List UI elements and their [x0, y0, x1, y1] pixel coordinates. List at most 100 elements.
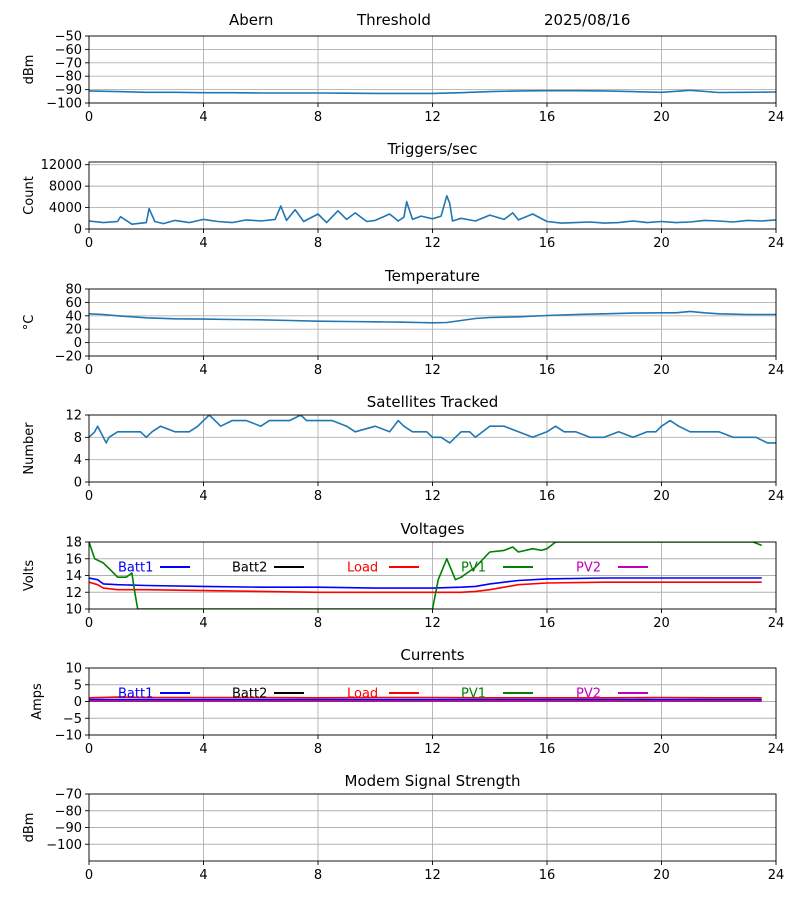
plot-area	[89, 195, 776, 225]
x-tick-label: 16	[539, 489, 556, 504]
x-tick-label: 4	[199, 110, 207, 125]
y-axis-label: Volts	[22, 560, 37, 592]
plot-area	[89, 542, 762, 609]
y-axis-label: dBm	[22, 55, 37, 85]
y-tick-label: 80	[65, 283, 82, 298]
x-tick-label: 20	[653, 110, 670, 125]
y-axis-label: Amps	[30, 683, 45, 720]
y-tick-label: −100	[46, 838, 82, 853]
x-tick-label: 12	[424, 110, 441, 125]
x-tick-label: 0	[85, 742, 93, 757]
x-tick-label: 8	[314, 363, 322, 378]
series-line	[89, 195, 776, 225]
y-tick-label: 20	[65, 323, 82, 338]
date-label: 2025/08/16	[544, 11, 631, 29]
x-tick-label: 20	[653, 363, 670, 378]
x-tick-label: 24	[768, 236, 785, 251]
x-tick-label: 4	[199, 742, 207, 757]
chart-title: Modem Signal Strength	[345, 772, 521, 790]
y-axis-label: °C	[22, 315, 37, 331]
x-tick-label: 20	[653, 236, 670, 251]
y-tick-label: −10	[55, 729, 82, 744]
series-line	[89, 542, 762, 609]
y-tick-label: −80	[55, 70, 82, 85]
chart-title: Temperature	[384, 267, 480, 285]
y-axis-label: Count	[22, 176, 37, 215]
series-line	[89, 310, 776, 324]
x-tick-label: 4	[199, 236, 207, 251]
x-tick-label: 16	[539, 742, 556, 757]
x-tick-label: 0	[85, 110, 93, 125]
x-tick-label: 16	[539, 616, 556, 631]
legend-label: Load	[347, 561, 378, 576]
y-tick-label: 0	[74, 695, 82, 710]
y-tick-label: 12	[65, 409, 82, 424]
y-tick-label: −80	[55, 804, 82, 819]
chart-title: Currents	[400, 646, 464, 664]
legend-label: Load	[347, 687, 378, 702]
x-tick-label: 20	[653, 489, 670, 504]
plot-area	[89, 89, 776, 95]
plot-area	[89, 696, 762, 703]
site-name: Abern	[229, 11, 274, 29]
y-tick-label: 60	[65, 296, 82, 311]
y-tick-label: −90	[55, 821, 82, 836]
x-tick-label: 8	[314, 868, 322, 883]
x-tick-label: 24	[768, 742, 785, 757]
y-tick-label: 40	[65, 309, 82, 324]
x-tick-label: 8	[314, 616, 322, 631]
y-tick-label: 0	[74, 336, 82, 351]
chart-title: Voltages	[400, 520, 464, 538]
y-axis-label: Number	[22, 422, 37, 475]
x-tick-label: 16	[539, 110, 556, 125]
x-tick-label: 12	[424, 489, 441, 504]
y-tick-label: −60	[55, 43, 82, 58]
x-tick-label: 20	[653, 616, 670, 631]
x-tick-label: 12	[424, 868, 441, 883]
y-tick-label: 10	[65, 662, 82, 677]
x-tick-label: 16	[539, 868, 556, 883]
legend-label: Batt1	[118, 561, 153, 576]
series-line	[89, 577, 762, 589]
y-tick-label: −90	[55, 83, 82, 98]
legend-label: PV1	[461, 687, 486, 702]
y-tick-label: 18	[65, 536, 82, 551]
y-tick-label: 16	[65, 552, 82, 567]
x-tick-label: 24	[768, 616, 785, 631]
x-tick-label: 4	[199, 616, 207, 631]
x-tick-label: 4	[199, 489, 207, 504]
y-tick-label: 10	[65, 603, 82, 618]
x-tick-label: 4	[199, 363, 207, 378]
series-line	[89, 89, 776, 95]
panel-2: 0 4 8 12 16 20 24 0 4000 8000 12000 Count Triggers/s…	[22, 140, 784, 251]
legend-label: Batt1	[118, 687, 153, 702]
panel-4: 0 4 8 12 16 20 24 0 4 8 12 Number Satellites Tracked	[22, 393, 784, 504]
y-tick-label: −20	[55, 350, 82, 365]
x-tick-label: 8	[314, 110, 322, 125]
y-tick-label: 12	[65, 586, 82, 601]
y-tick-label: −5	[63, 712, 82, 727]
x-tick-label: 12	[424, 363, 441, 378]
x-tick-label: 8	[314, 236, 322, 251]
y-tick-label: 0	[74, 223, 82, 238]
x-tick-label: 16	[539, 363, 556, 378]
x-tick-label: 12	[424, 742, 441, 757]
x-tick-label: 8	[314, 489, 322, 504]
x-tick-label: 16	[539, 236, 556, 251]
x-tick-label: 0	[85, 616, 93, 631]
legend-label: Batt2	[232, 561, 267, 576]
y-tick-label: 0	[74, 476, 82, 491]
x-tick-label: 0	[85, 236, 93, 251]
x-tick-label: 12	[424, 616, 441, 631]
x-tick-label: 24	[768, 363, 785, 378]
y-tick-label: 4000	[49, 201, 82, 216]
x-tick-label: 20	[653, 742, 670, 757]
x-tick-label: 4	[199, 868, 207, 883]
y-tick-label: 5	[74, 678, 82, 693]
x-tick-label: 24	[768, 868, 785, 883]
y-tick-label: 12000	[41, 158, 82, 173]
